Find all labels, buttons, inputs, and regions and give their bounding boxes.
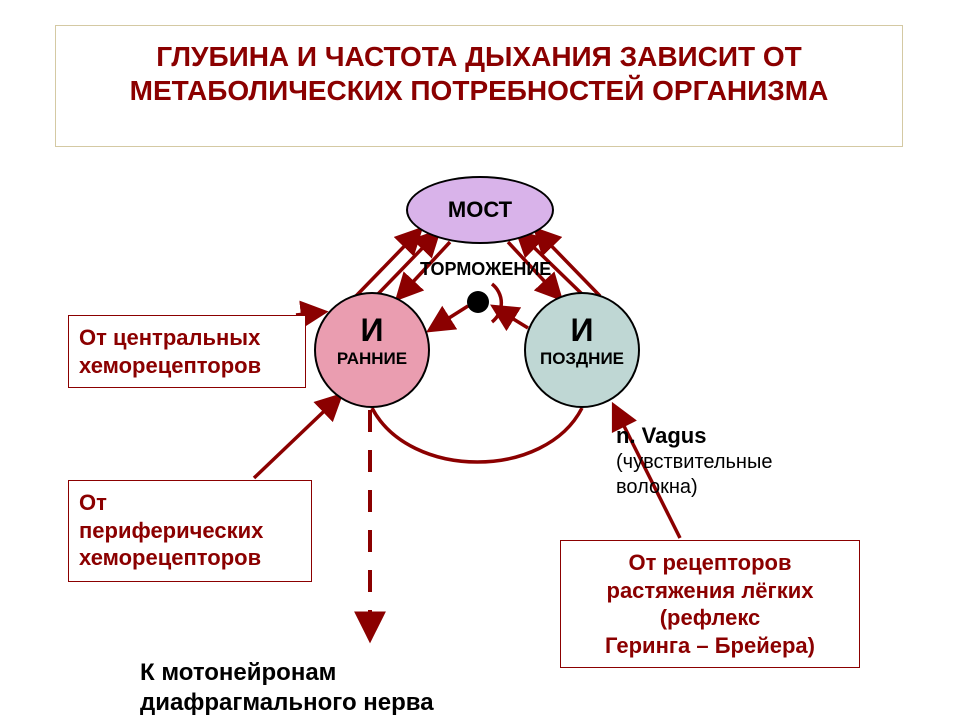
diagram-stage: { "canvas": { "width": 960, "height": 72… [0, 0, 960, 720]
arrow-late-to-dot [494, 307, 528, 328]
box-stretch-receptors: От рецепторов растяжения лёгких (рефлекс… [560, 540, 860, 668]
node-late: И ПОЗДНИЕ [524, 292, 640, 408]
node-late-big: И [526, 312, 638, 349]
node-bridge-label: МОСТ [448, 197, 512, 223]
box-central-chemoreceptors: От центральных хеморецепторов [68, 315, 306, 388]
arrow-early-to-bridge-1 [356, 230, 420, 296]
brake-label: ТОРМОЖЕНИЕ [420, 258, 551, 281]
box-central-l1: От центральных [79, 325, 260, 350]
vagus-label: n. Vagus (чувствительные волокна) [616, 422, 836, 500]
vagus-sub: (чувствительные волокна) [616, 450, 836, 500]
box-peripheral-chemoreceptors: От периферических хеморецепторов [68, 480, 312, 582]
node-late-small: ПОЗДНИЕ [526, 349, 638, 369]
box-stretch-l3: (рефлекс [660, 605, 761, 630]
box-periph-l1: От [79, 490, 107, 515]
arrow-periph-to-early [254, 396, 340, 478]
box-stretch-l1: От рецепторов [628, 550, 791, 575]
inhibitor-arc [492, 284, 501, 322]
page-title: ГЛУБИНА И ЧАСТОТА ДЫХАНИЯ ЗАВИСИТ ОТ МЕТ… [55, 25, 903, 147]
node-bridge: МОСТ [406, 176, 554, 244]
node-early-big: И [316, 312, 428, 349]
bottom-label: К мотонейронам диафрагмального нерва [140, 658, 434, 718]
box-central-l2: хеморецепторов [79, 353, 261, 378]
box-stretch-l2: растяжения лёгких [607, 578, 814, 603]
bottom-l1: К мотонейронам [140, 659, 336, 686]
inhibitor-dot [467, 291, 489, 313]
bottom-l2: диафрагмального нерва [140, 689, 434, 716]
box-stretch-l4: Геринга – Брейера) [605, 633, 815, 658]
node-early-small: РАННИЕ [316, 349, 428, 369]
vagus-main: n. Vagus [616, 423, 706, 448]
box-periph-l3: хеморецепторов [79, 545, 261, 570]
arrow-early-to-late-arc [372, 408, 582, 462]
box-periph-l2: периферических [79, 518, 263, 543]
arrow-dot-to-early [430, 306, 468, 330]
node-early: И РАННИЕ [314, 292, 430, 408]
